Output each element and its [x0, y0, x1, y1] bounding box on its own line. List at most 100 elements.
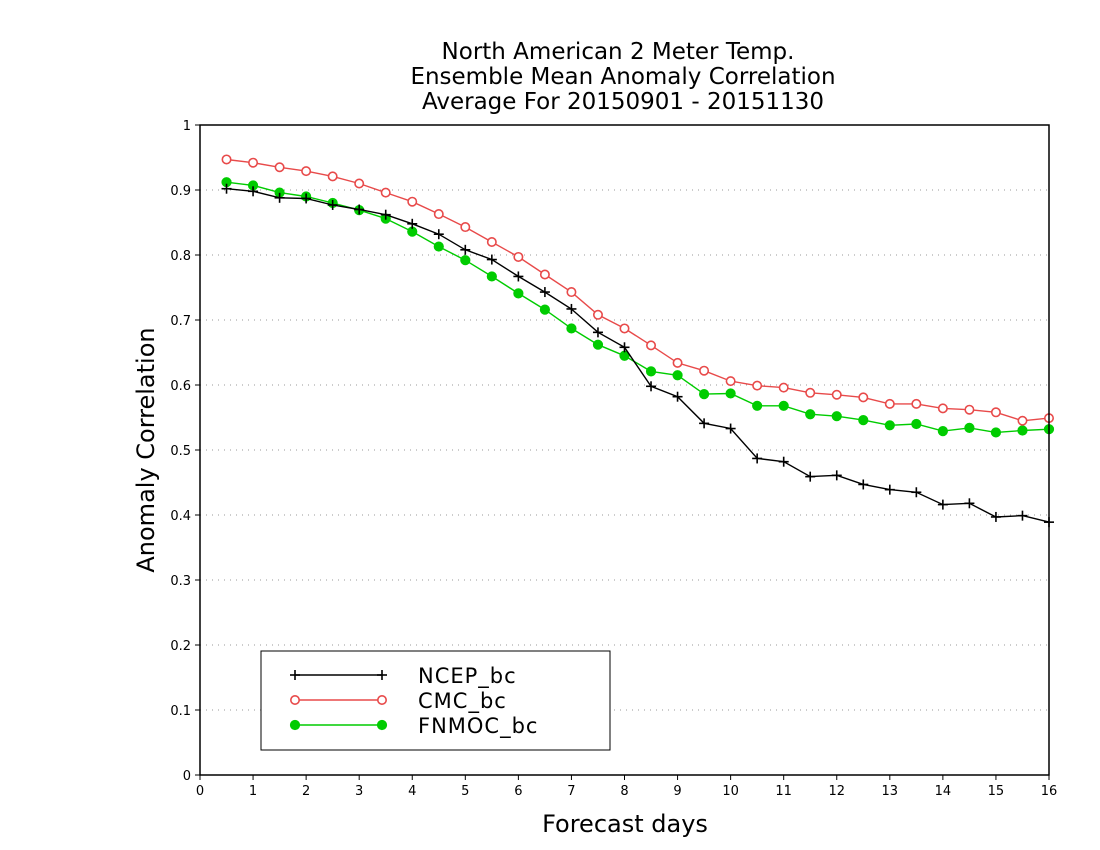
x-tick-label: 8 [620, 784, 628, 799]
data-point-fnmoc-bc [725, 388, 736, 399]
series-cmc-bc [221, 154, 1055, 426]
data-point-cmc-bc [805, 387, 816, 398]
data-point-cmc-bc [274, 162, 285, 173]
data-point-fnmoc-bc [539, 304, 551, 315]
data-point-ncep-bc [619, 342, 630, 353]
data-point-fnmoc-bc [460, 255, 471, 266]
series-group [221, 154, 1055, 528]
data-point-cmc-bc [327, 171, 338, 182]
data-point-cmc-bc [433, 209, 444, 220]
legend-marker-fnmoc-bc [376, 719, 388, 731]
data-point-fnmoc-bc [1017, 425, 1028, 436]
data-point-ncep-bc [1017, 510, 1028, 521]
data-point-cmc-bc [619, 323, 630, 334]
data-point-cmc-bc [592, 309, 603, 320]
title-line-1: North American 2 Meter Temp. [442, 39, 795, 65]
x-tick-label: 15 [988, 784, 1005, 799]
data-point-fnmoc-bc [486, 271, 497, 282]
legend-sample-fnmoc-bc [289, 719, 388, 731]
legend-sample-cmc-bc [289, 694, 387, 705]
data-point-cmc-bc [858, 392, 869, 403]
data-point-ncep-bc [301, 193, 312, 204]
x-tick-label: 12 [828, 784, 845, 799]
data-point-fnmoc-bc [433, 241, 444, 252]
data-point-ncep-bc [248, 186, 259, 197]
title-line-3: Average For 20150901 - 20151130 [422, 89, 824, 115]
data-point-fnmoc-bc [513, 288, 524, 299]
data-point-ncep-bc [699, 418, 710, 429]
x-tick-label: 5 [461, 784, 469, 799]
y-tick-label: 0.5 [170, 444, 191, 459]
y-axis-label: Anomaly Correlation [132, 327, 160, 572]
data-point-ncep-bc [513, 271, 524, 282]
x-tick-label: 6 [514, 784, 522, 799]
data-point-cmc-bc [725, 376, 736, 387]
data-point-cmc-bc [221, 154, 232, 165]
data-point-ncep-bc [752, 453, 763, 464]
data-point-ncep-bc [964, 498, 975, 509]
data-point-ncep-bc [486, 254, 497, 265]
data-point-fnmoc-bc [805, 409, 816, 420]
x-tick-label: 10 [722, 784, 739, 799]
data-point-ncep-bc [460, 244, 471, 255]
data-point-fnmoc-bc [911, 418, 922, 430]
title-line-2: Ensemble Mean Anomaly Correlation [410, 64, 835, 90]
data-point-cmc-bc [646, 340, 657, 351]
x-tick-label: 11 [775, 784, 792, 799]
data-point-cmc-bc [911, 398, 922, 409]
data-point-cmc-bc [1017, 415, 1028, 426]
data-point-fnmoc-bc [831, 411, 842, 422]
data-point-cmc-bc [486, 237, 497, 248]
series-line-cmc-bc [226, 158, 1050, 422]
data-point-cmc-bc [699, 365, 710, 376]
legend: NCEP_bc CMC_bc FNMOC_bc [260, 650, 611, 751]
data-point-fnmoc-bc [698, 389, 710, 400]
legend-sample-ncep-bc [290, 670, 387, 680]
data-point-ncep-bc [407, 218, 418, 229]
x-tick-label: 16 [1041, 784, 1058, 799]
x-tick-label: 7 [567, 784, 575, 799]
series-ncep-bc [221, 183, 1054, 528]
data-point-cmc-bc [513, 251, 524, 262]
y-tick-label: 0.8 [170, 249, 191, 264]
data-point-fnmoc-bc [884, 420, 895, 431]
data-point-fnmoc-bc [752, 400, 763, 411]
data-point-cmc-bc [964, 404, 975, 415]
y-tick-label: 0.6 [170, 379, 191, 394]
legend-label-fnmoc: FNMOC_bc [418, 714, 538, 739]
data-point-ncep-bc [937, 499, 948, 510]
data-point-fnmoc-bc [592, 339, 604, 350]
data-point-ncep-bc [778, 456, 789, 467]
plot-frame [199, 124, 1050, 776]
data-point-ncep-bc [990, 511, 1001, 522]
data-point-cmc-bc [460, 222, 471, 233]
data-point-ncep-bc [354, 204, 365, 215]
data-point-cmc-bc [380, 187, 391, 198]
data-point-fnmoc-bc [990, 427, 1002, 438]
legend-marker-fnmoc-bc [289, 719, 301, 731]
data-point-cmc-bc [248, 157, 259, 168]
legend-label-cmc: CMC_bc [418, 689, 507, 714]
legend-samples [289, 670, 388, 731]
x-tick-label: 9 [673, 784, 681, 799]
chart-title: North American 2 Meter Temp. Ensemble Me… [410, 39, 835, 115]
legend-marker-ncep-bc [377, 670, 387, 680]
data-point-cmc-bc [752, 380, 763, 391]
data-point-ncep-bc [858, 479, 869, 490]
legend-label-ncep: NCEP_bc [418, 664, 517, 689]
data-point-ncep-bc [221, 183, 232, 194]
data-point-fnmoc-bc [672, 370, 683, 381]
y-tick-label: 0.1 [170, 704, 191, 719]
legend-marker-ncep-bc [290, 670, 300, 680]
data-point-ncep-bc [539, 287, 550, 298]
data-point-ncep-bc [884, 484, 895, 495]
y-tick-label: 0.7 [170, 314, 191, 329]
series-fnmoc-bc [221, 177, 1055, 438]
data-point-cmc-bc [407, 196, 418, 207]
data-point-ncep-bc [672, 391, 683, 402]
data-point-fnmoc-bc [964, 422, 975, 433]
legend-marker-cmc-bc [289, 694, 300, 705]
data-point-ncep-bc [327, 199, 338, 210]
x-tick-label: 3 [355, 784, 363, 799]
